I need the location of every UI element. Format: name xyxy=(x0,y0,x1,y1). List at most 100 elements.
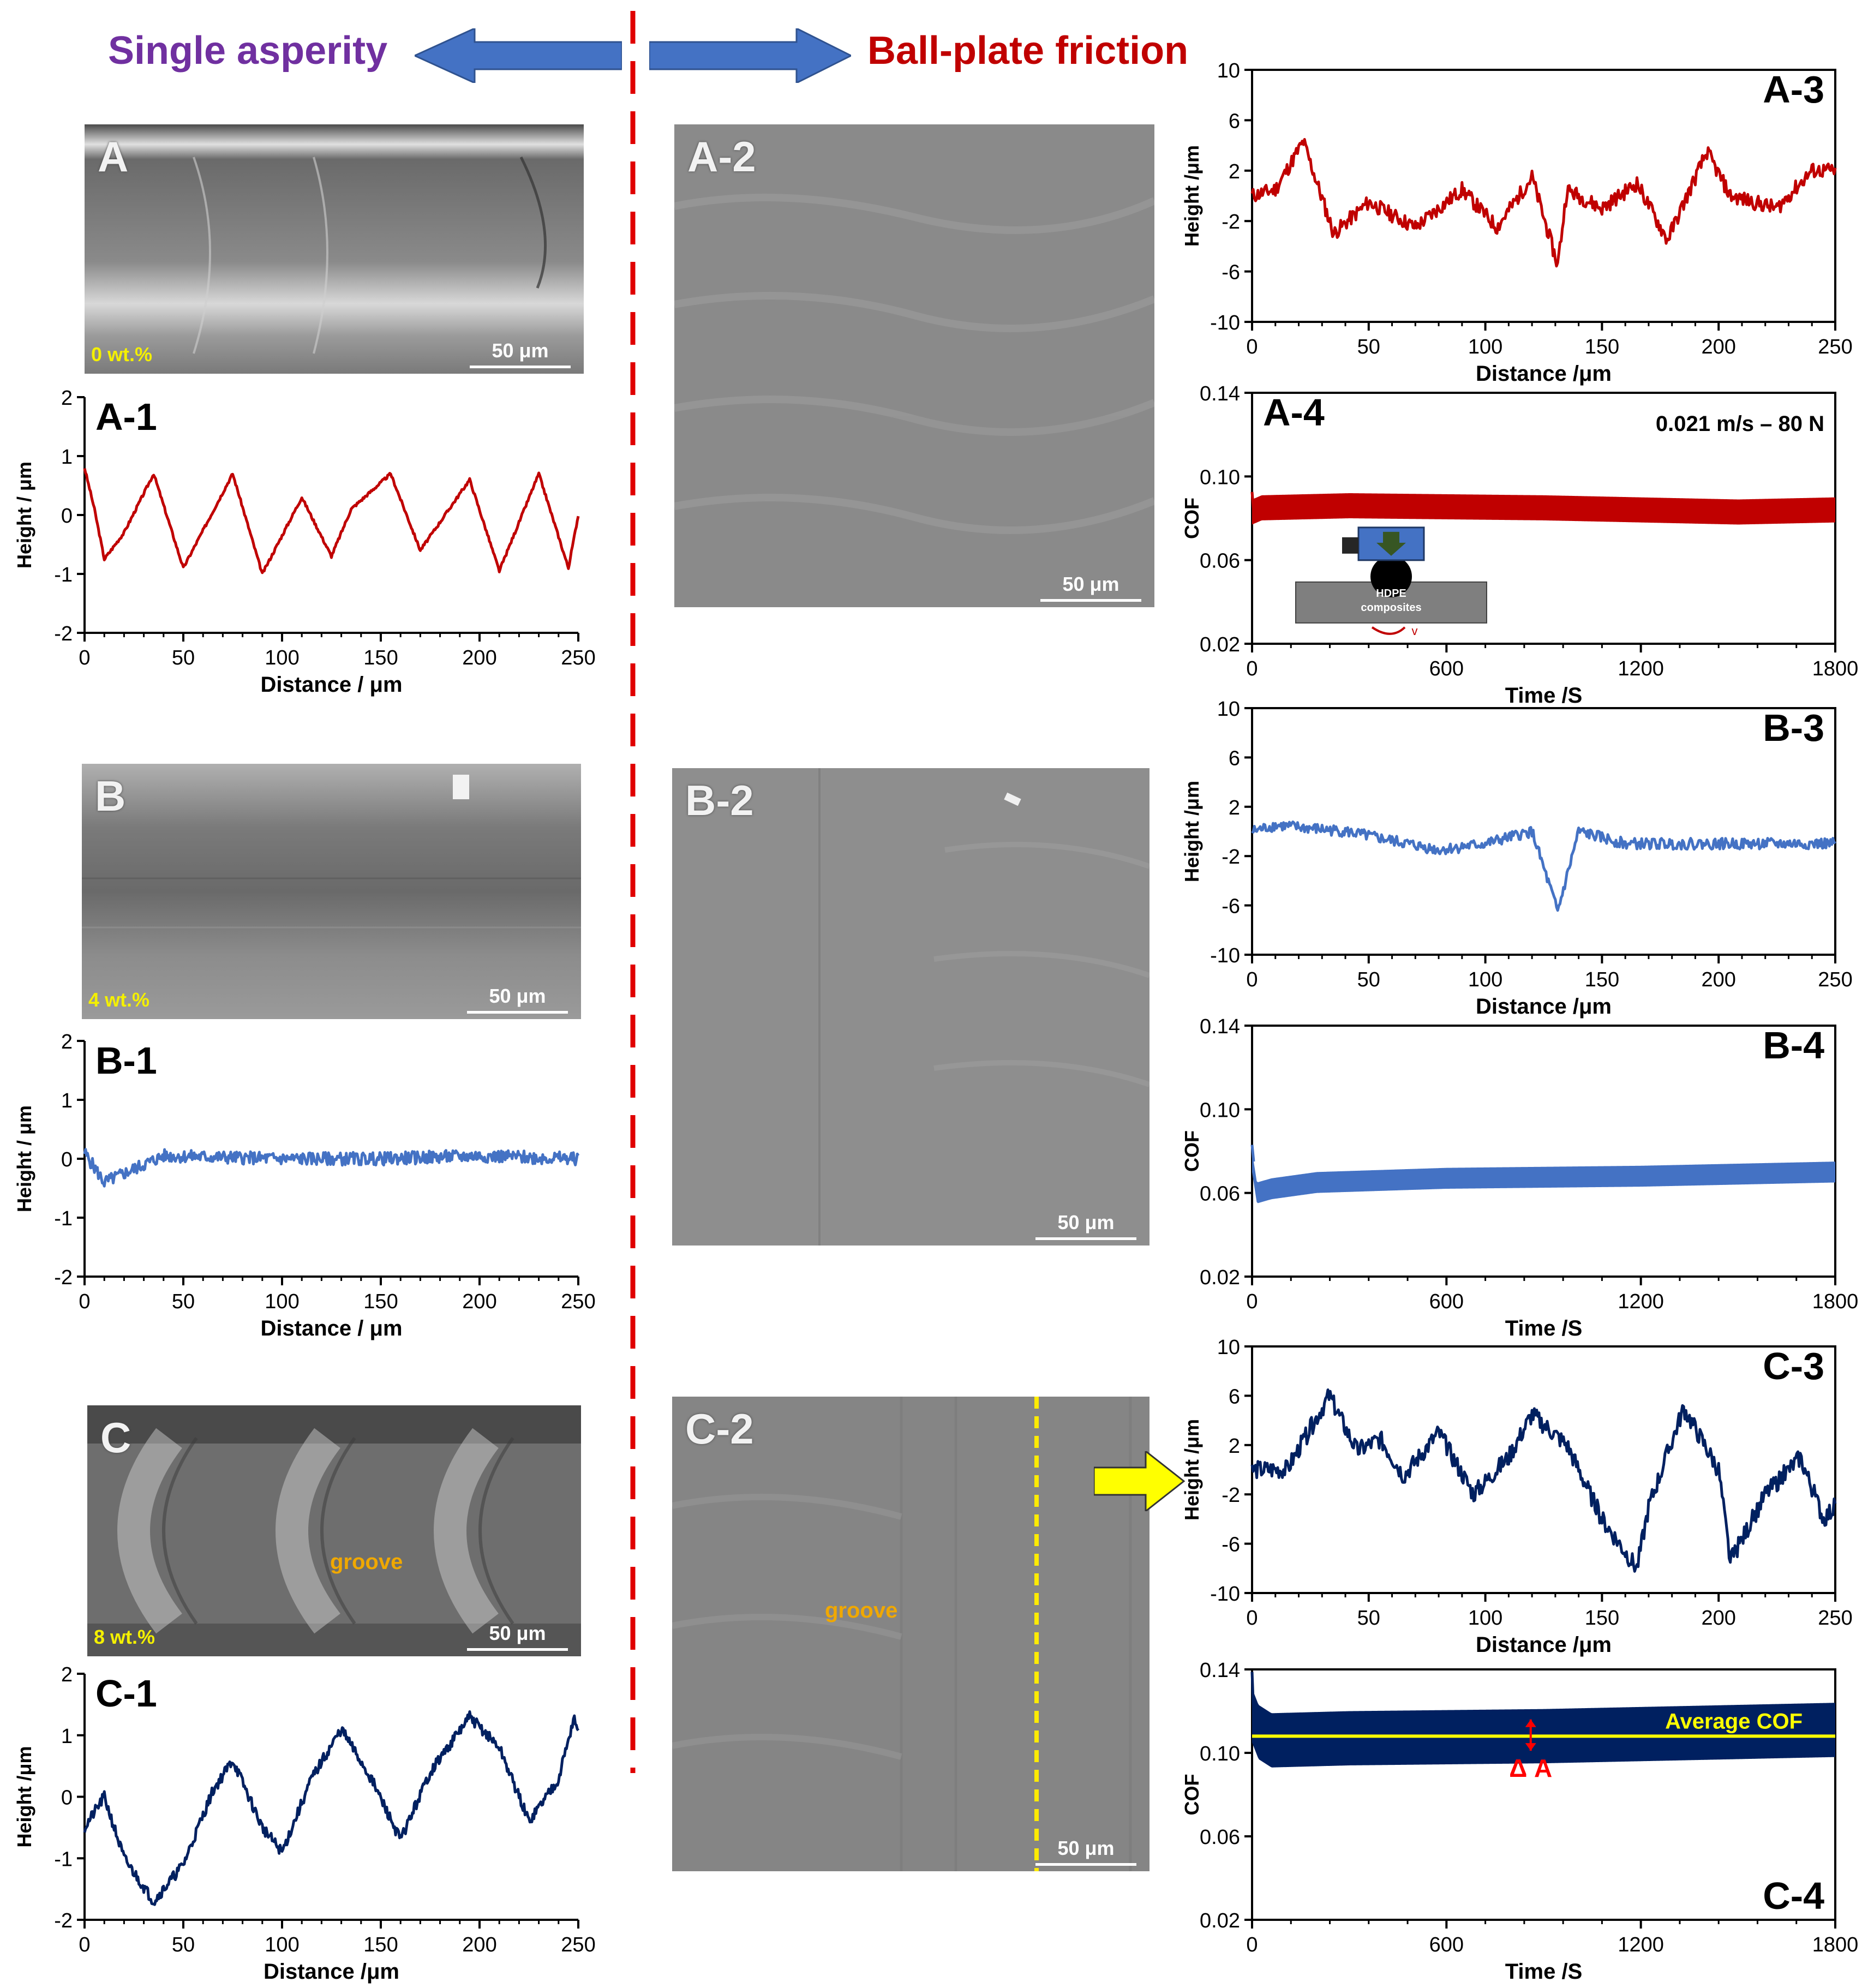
x-tick-label: 0 xyxy=(79,646,90,669)
panel-title: C-3 xyxy=(1763,1345,1824,1387)
sem-texture-a xyxy=(85,124,584,374)
y-tick-label: -2 xyxy=(1222,846,1240,869)
y-tick-label: -6 xyxy=(1222,261,1240,284)
x-tick-label: 200 xyxy=(1701,968,1735,991)
x-tick-label: 150 xyxy=(363,1290,398,1313)
inset-label: composites xyxy=(1361,602,1421,614)
data-line xyxy=(1250,138,1837,268)
arrow-down-icon xyxy=(1376,531,1406,556)
x-tick-label: 100 xyxy=(1468,1607,1502,1630)
y-tick-label: 0.06 xyxy=(1200,1826,1240,1849)
x-tick-label: 200 xyxy=(1701,336,1735,358)
x-tick-label: 1800 xyxy=(1812,657,1859,680)
x-axis-label: Distance /μm xyxy=(1476,1633,1612,1657)
y-axis-label: Height / μm xyxy=(13,462,35,568)
scale-bar: 50 μm xyxy=(1035,1837,1136,1866)
x-axis-label: Time /S xyxy=(1505,684,1583,708)
x-tick-label: 100 xyxy=(265,1290,299,1313)
x-tick-label: 0 xyxy=(79,1290,90,1313)
sem-texture-b xyxy=(82,764,581,1019)
sem-image-c: C groove 8 wt.% 50 μm xyxy=(87,1405,581,1656)
x-tick-label: 250 xyxy=(1818,968,1852,991)
x-tick-label: 200 xyxy=(462,1933,496,1956)
y-tick-label: 10 xyxy=(1217,698,1240,721)
divider-line xyxy=(630,11,636,1773)
y-tick-label: 0.14 xyxy=(1200,382,1240,405)
delta-label: Δ A xyxy=(1509,1754,1552,1782)
y-tick-label: 1 xyxy=(61,446,73,469)
y-axis-label: COF xyxy=(1181,1774,1203,1816)
y-axis-label: Height /μm xyxy=(1181,145,1203,247)
sem-image-b2: B-2 50 μm xyxy=(672,768,1149,1246)
sem-texture-a2 xyxy=(674,124,1154,607)
panel-title: A-4 xyxy=(1263,391,1325,434)
sem-image-a2: A-2 50 μm xyxy=(674,124,1154,607)
panel-label-a2: A-2 xyxy=(687,133,756,181)
cof-band xyxy=(1252,1151,1835,1203)
y-tick-label: 1 xyxy=(61,1725,73,1748)
x-tick-label: 150 xyxy=(1585,336,1619,358)
sem-texture-c2 xyxy=(672,1397,1149,1871)
chart-c1: -2 -1 0 1 2 0 50 100 150 200 250 Distance /μm Height… xyxy=(0,1658,611,1988)
x-tick-label: 600 xyxy=(1429,1933,1464,1956)
x-tick-label: 1200 xyxy=(1618,1933,1664,1956)
y-tick-label: 6 xyxy=(1229,110,1240,133)
scale-label: 50 μm xyxy=(1062,573,1119,595)
x-tick-label: 0 xyxy=(1246,657,1258,680)
start-spike xyxy=(1250,492,1255,512)
y-axis-label: Height /μm xyxy=(13,1746,35,1847)
velocity-label: v xyxy=(1412,624,1418,638)
rotation-arrow xyxy=(1371,626,1406,635)
y-tick-label: 6 xyxy=(1229,747,1240,770)
x-tick-label: 50 xyxy=(172,646,195,669)
scale-label: 50 μm xyxy=(1057,1211,1115,1233)
y-tick-label: 0.06 xyxy=(1200,550,1240,573)
cof-band xyxy=(1252,493,1835,525)
plot-frame xyxy=(1251,1345,1836,1594)
average-label: Average COF xyxy=(1665,1709,1803,1733)
x-tick-label: 100 xyxy=(1468,336,1502,358)
scale-bar: 50 μm xyxy=(470,339,571,368)
x-tick-label: 0 xyxy=(1246,336,1258,358)
x-axis-label: Distance / μm xyxy=(260,673,402,697)
start-spike xyxy=(1250,1145,1255,1162)
x-tick-label: 0 xyxy=(1246,1607,1258,1630)
scale-bar: 50 μm xyxy=(1035,1211,1136,1240)
y-tick-label: -2 xyxy=(54,1909,73,1932)
x-tick-label: 1200 xyxy=(1618,1290,1664,1313)
x-tick-label: 0 xyxy=(1246,968,1258,991)
chart-a4: 0.02 0.06 0.10 0.14 0 600 1200 1800 Time /S COF A-… xyxy=(1168,382,1868,712)
x-axis-label: Distance /μm xyxy=(1476,995,1612,1019)
y-tick-label: -10 xyxy=(1210,944,1240,967)
data-line xyxy=(1251,821,1836,912)
y-tick-label: 0 xyxy=(61,505,73,528)
ball xyxy=(1370,555,1412,597)
arrow-right-icon xyxy=(649,28,851,83)
y-axis-label: Height /μm xyxy=(1181,781,1203,882)
single-asperity-title: Single asperity xyxy=(108,29,388,73)
chart-a1: -2 -1 0 1 2 0 50 100 150 200 250 Distance / μm Heigh… xyxy=(0,382,611,701)
x-tick-label: 50 xyxy=(1357,968,1380,991)
data-line xyxy=(83,1148,580,1188)
panel-title: A-1 xyxy=(95,396,157,438)
groove-label: groove xyxy=(330,1550,403,1574)
scale-bar: 50 μm xyxy=(467,985,568,1014)
scale-label: 50 μm xyxy=(489,1622,546,1644)
sem-texture-b2 xyxy=(672,768,1149,1246)
test-condition-label: 0.021 m/s – 80 N xyxy=(1656,412,1824,436)
x-tick-label: 1800 xyxy=(1812,1933,1859,1956)
x-tick-label: 0 xyxy=(79,1933,90,1956)
data-line xyxy=(1250,1388,1837,1573)
concentration-label: 4 wt.% xyxy=(88,989,150,1011)
y-axis-label: Height / μm xyxy=(13,1105,35,1212)
x-tick-label: 50 xyxy=(1357,336,1380,358)
y-tick-label: 0.10 xyxy=(1200,1099,1240,1122)
y-tick-label: 0 xyxy=(61,1148,73,1171)
y-tick-label: 0.14 xyxy=(1200,1659,1240,1682)
y-tick-label: -2 xyxy=(1222,211,1240,233)
chart-a3: -10 -6 -2 2 6 10 0 50 100 150 200 250 Distance /μm He… xyxy=(1168,55,1868,390)
x-tick-label: 200 xyxy=(1701,1607,1735,1630)
scale-label: 50 μm xyxy=(1057,1837,1115,1859)
x-tick-label: 250 xyxy=(561,1290,595,1313)
y-tick-label: 0.06 xyxy=(1200,1183,1240,1206)
